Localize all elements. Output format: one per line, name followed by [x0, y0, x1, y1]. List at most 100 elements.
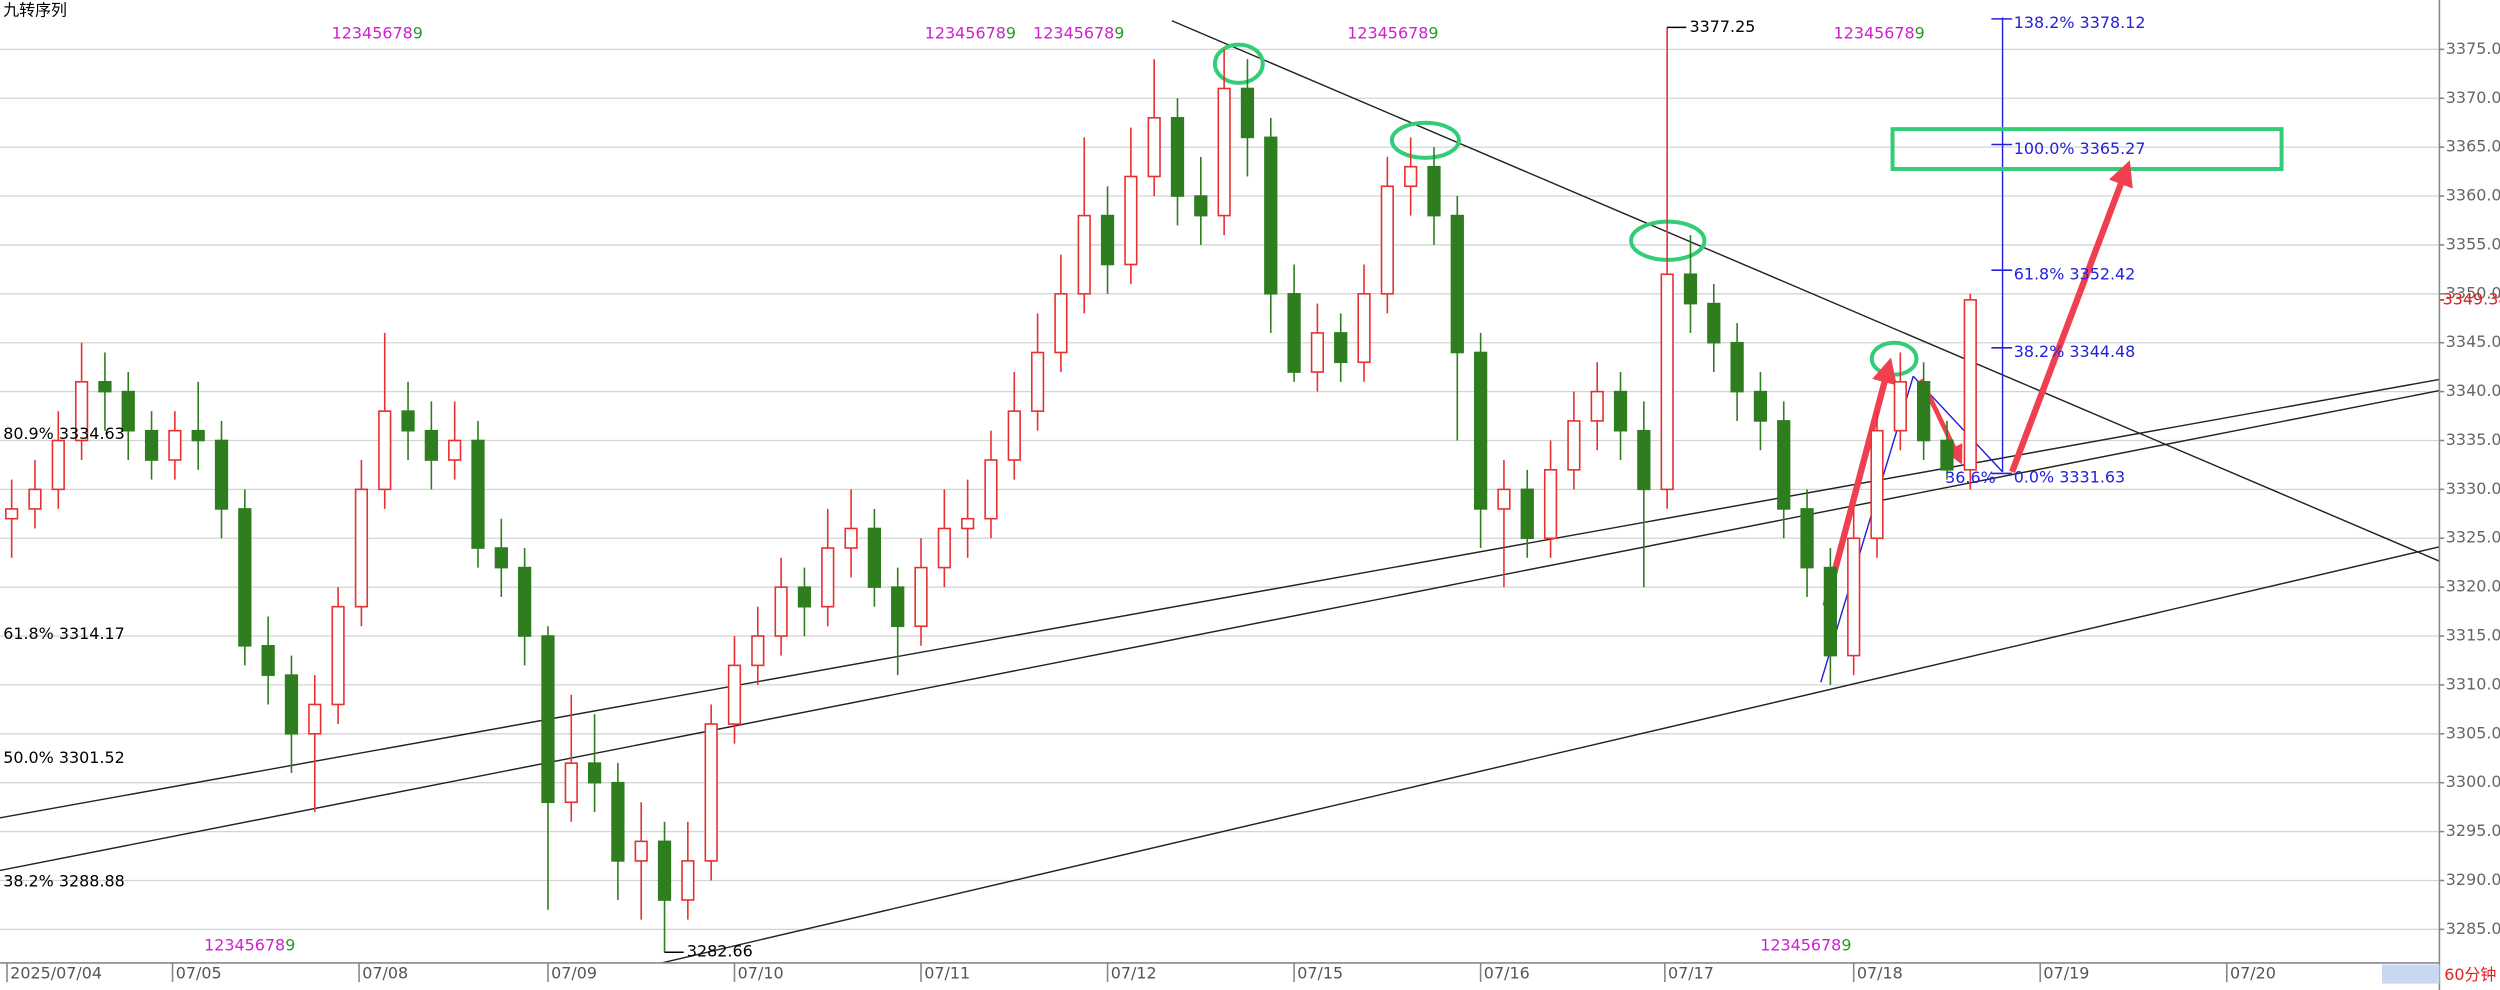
candle-body — [28, 488, 42, 510]
candle-body — [448, 439, 462, 461]
candle-body — [1380, 185, 1394, 295]
x-tick-label: 07/19 — [2043, 964, 2089, 983]
x-tick-label: 07/05 — [176, 964, 222, 983]
trend-line — [661, 546, 2440, 964]
candle-body — [751, 635, 765, 667]
fib-label: 38.2% 3344.48 — [2014, 342, 2136, 361]
nine-turn-digits: 12345678 — [332, 23, 413, 42]
y-tick-label: 3375.00 — [2446, 39, 2500, 58]
candle-body — [1917, 381, 1931, 442]
candle-body — [1264, 136, 1278, 295]
candle-body — [1334, 332, 1348, 364]
candle-body — [1287, 293, 1301, 373]
candle-body — [1404, 165, 1418, 188]
candle-body — [1077, 214, 1091, 295]
nine-turn-digits: 12345678 — [204, 935, 285, 954]
candle-body — [471, 439, 485, 549]
fib-label: 100.0% 3365.27 — [2014, 139, 2146, 158]
candle-body — [1147, 117, 1161, 178]
y-tick-label: 3285.00 — [2446, 919, 2500, 938]
candle-body — [1637, 429, 1651, 491]
y-tick-label: 3290.00 — [2446, 870, 2500, 889]
candle-body — [214, 439, 229, 510]
nine-turn-label: 123456789 — [1347, 23, 1438, 42]
candle-body — [424, 429, 438, 461]
y-tick-label: 3315.00 — [2446, 626, 2500, 645]
nine-turn-label: 123456789 — [332, 23, 423, 42]
chart-title: 九转序列 — [3, 1, 67, 20]
candle-body — [308, 703, 322, 735]
nine-turn-digits: 12345678 — [1834, 23, 1915, 42]
candle-body — [1030, 351, 1045, 412]
candle-body — [144, 429, 159, 461]
y-tick-label: 3365.00 — [2446, 137, 2500, 156]
candle-body — [331, 605, 345, 706]
candle-body — [1893, 381, 1907, 432]
y-tick-label: 3300.00 — [2446, 772, 2500, 791]
candle-body — [518, 566, 532, 637]
x-tick-label: 2025/07/04 — [10, 964, 102, 983]
nine-turn-end: 9 — [285, 935, 295, 954]
fib-label: 61.8% 3352.42 — [2014, 264, 2136, 283]
candle-body — [378, 410, 392, 491]
trend-line — [1171, 20, 2440, 562]
fib-note: 36.6% — [1945, 468, 1996, 487]
nine-turn-digits: 12345678 — [1760, 935, 1841, 954]
last-price-label: 3349.38 — [2443, 289, 2500, 308]
y-tick-label: 3335.00 — [2446, 430, 2500, 449]
candle-body — [797, 586, 812, 608]
candle-body — [704, 723, 718, 862]
x-tick-label: 07/12 — [1111, 964, 1157, 983]
candle-body — [1217, 87, 1231, 217]
scroll-box — [2382, 964, 2440, 984]
candle-body — [1940, 439, 1954, 471]
grid — [0, 48, 2440, 930]
candle-body — [1240, 87, 1255, 139]
candle-body — [1707, 302, 1721, 344]
nine-turn-digits: 12345678 — [925, 23, 1006, 42]
candle-body — [1730, 341, 1744, 393]
candle-body — [937, 527, 951, 569]
candle-body — [1543, 469, 1558, 540]
candle-body — [1054, 293, 1068, 354]
y-tick-label: 3340.00 — [2446, 381, 2500, 400]
candles — [5, 27, 1977, 953]
candle-body — [1194, 195, 1208, 217]
candle-body — [494, 547, 508, 569]
x-tick-label: 07/09 — [551, 964, 597, 983]
candle-body — [984, 459, 998, 520]
x-tick-label: 07/11 — [924, 964, 970, 983]
candle-body — [1660, 273, 1674, 491]
candle-body — [774, 586, 788, 637]
nine-turn-end: 9 — [1915, 23, 1925, 42]
fib-label: 38.2% 3288.88 — [3, 871, 125, 890]
candle-body — [51, 439, 65, 491]
candle-body — [1683, 273, 1698, 305]
nine-turn-end: 9 — [1114, 23, 1124, 42]
fib-label: 0.0% 3331.63 — [2014, 468, 2125, 487]
nine-turn-label: 123456789 — [925, 23, 1016, 42]
candle-body — [261, 645, 275, 676]
candle-body — [1520, 488, 1534, 540]
candle-body — [191, 429, 205, 442]
x-tick-label: 07/16 — [1484, 964, 1530, 983]
candle-body — [657, 840, 672, 901]
y-tick-label: 3295.00 — [2446, 821, 2500, 840]
target-box — [1890, 127, 2284, 171]
high-label: 3377.25 — [1689, 17, 1755, 36]
y-tick-label: 3325.00 — [2446, 528, 2500, 547]
candle-body — [1473, 351, 1488, 510]
nine-turn-label: 123456789 — [1033, 23, 1124, 42]
low-label: 3282.66 — [687, 942, 753, 961]
labels: 3285.00 3290.00 3295.00 3300.00 3305.00 3310.… — [3, 13, 2500, 982]
candle-body — [121, 390, 135, 432]
candle-body — [1170, 117, 1185, 197]
nine-turn-digits: 12345678 — [1033, 23, 1114, 42]
candle-body — [168, 429, 182, 461]
nine-turn-digits: 12345678 — [1347, 23, 1428, 42]
candle-body — [611, 781, 625, 862]
nine-turn-end: 9 — [413, 23, 423, 42]
candle-body — [1800, 508, 1814, 569]
candle-body — [914, 566, 928, 628]
